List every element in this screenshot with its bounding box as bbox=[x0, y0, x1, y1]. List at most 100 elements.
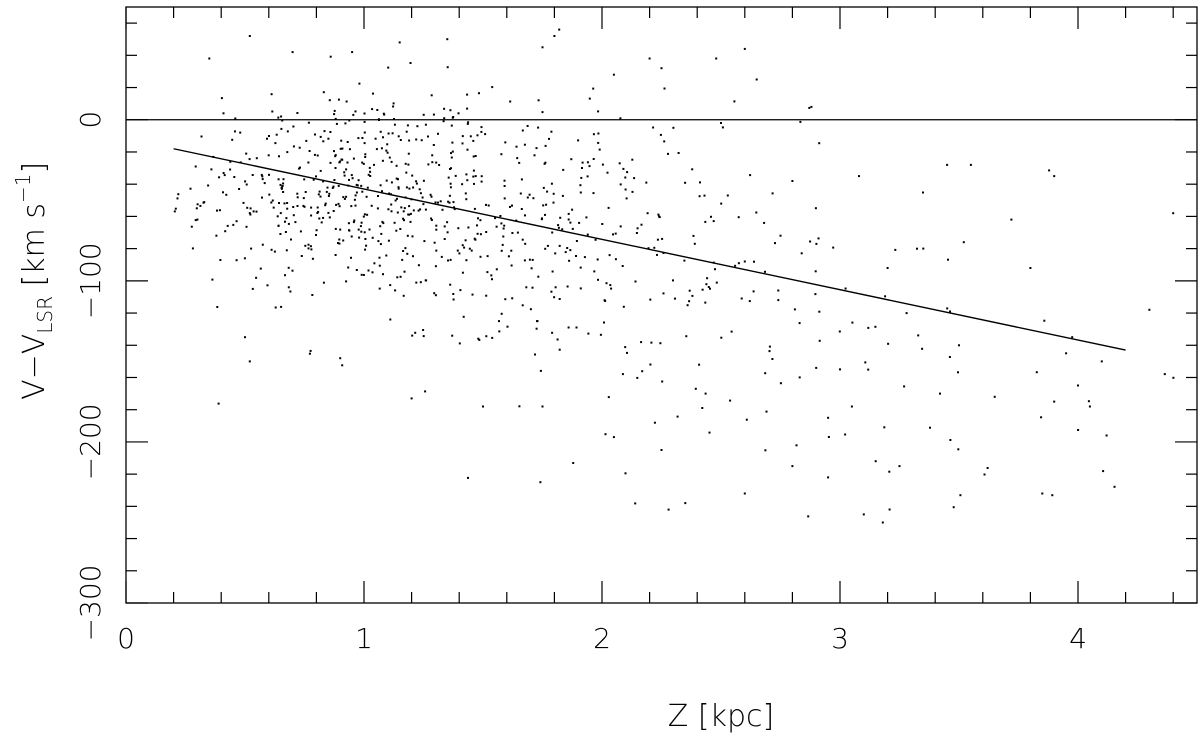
data-point bbox=[208, 57, 211, 60]
data-point bbox=[464, 192, 467, 195]
data-point bbox=[341, 158, 344, 161]
data-point bbox=[818, 310, 821, 313]
data-point bbox=[307, 161, 310, 164]
data-point bbox=[745, 418, 748, 421]
data-point bbox=[311, 257, 314, 260]
data-point bbox=[446, 38, 449, 41]
data-point bbox=[491, 278, 493, 281]
data-point bbox=[359, 225, 362, 228]
data-point bbox=[969, 163, 972, 166]
data-point bbox=[521, 238, 524, 241]
data-point bbox=[173, 210, 176, 213]
data-point bbox=[224, 230, 227, 233]
data-point bbox=[440, 255, 443, 258]
data-point bbox=[764, 270, 766, 273]
data-point bbox=[329, 55, 332, 58]
data-point bbox=[410, 397, 413, 400]
data-point bbox=[545, 203, 548, 206]
data-point bbox=[520, 178, 523, 181]
data-point bbox=[641, 370, 644, 373]
data-point bbox=[949, 310, 951, 313]
data-point bbox=[443, 238, 446, 240]
data-point bbox=[270, 201, 273, 204]
data-point bbox=[382, 222, 385, 225]
data-point bbox=[249, 207, 252, 210]
y-axis-title-close: ] bbox=[17, 162, 52, 174]
data-point bbox=[401, 258, 404, 261]
data-point bbox=[261, 175, 264, 178]
data-point bbox=[1077, 429, 1080, 431]
data-point bbox=[311, 294, 314, 296]
data-point bbox=[272, 206, 275, 209]
data-point bbox=[234, 130, 236, 133]
data-point bbox=[216, 306, 219, 308]
data-point bbox=[284, 274, 286, 277]
data-point bbox=[279, 183, 282, 186]
data-point bbox=[449, 283, 452, 286]
data-point bbox=[888, 508, 891, 511]
data-point bbox=[222, 191, 224, 194]
data-point bbox=[503, 224, 506, 227]
data-point bbox=[357, 137, 360, 140]
data-point bbox=[650, 341, 653, 344]
data-point bbox=[474, 175, 477, 178]
data-point bbox=[509, 100, 512, 103]
data-point bbox=[238, 188, 241, 190]
data-point bbox=[480, 180, 483, 183]
data-point bbox=[546, 244, 549, 247]
data-point bbox=[703, 194, 706, 197]
data-point bbox=[501, 243, 504, 246]
data-point bbox=[958, 344, 960, 347]
data-point bbox=[420, 139, 423, 142]
data-point bbox=[255, 157, 258, 160]
data-point bbox=[515, 145, 518, 148]
data-point bbox=[581, 161, 584, 164]
data-point bbox=[516, 157, 519, 160]
data-point bbox=[755, 78, 758, 81]
data-point bbox=[338, 205, 341, 208]
data-point bbox=[328, 99, 331, 102]
data-point bbox=[478, 92, 480, 95]
data-point bbox=[524, 214, 526, 217]
data-point bbox=[607, 396, 610, 399]
data-point bbox=[388, 192, 391, 195]
data-point bbox=[598, 148, 601, 151]
data-point bbox=[449, 168, 451, 170]
data-point bbox=[771, 192, 774, 195]
data-point bbox=[916, 247, 918, 250]
data-point bbox=[597, 110, 600, 113]
data-point bbox=[715, 281, 718, 284]
data-point bbox=[443, 117, 446, 120]
data-point bbox=[291, 269, 294, 272]
data-point bbox=[405, 171, 408, 174]
data-point bbox=[199, 204, 202, 207]
data-point bbox=[390, 203, 393, 206]
data-point bbox=[334, 117, 337, 120]
data-point bbox=[310, 206, 313, 209]
y-tick-label: 0 bbox=[74, 111, 107, 129]
data-point bbox=[528, 193, 531, 196]
data-point bbox=[451, 116, 454, 119]
data-point bbox=[432, 113, 435, 116]
data-point bbox=[361, 190, 364, 193]
data-point bbox=[277, 116, 280, 119]
data-point bbox=[443, 225, 446, 228]
data-point bbox=[579, 266, 582, 269]
data-point bbox=[737, 262, 740, 265]
data-point bbox=[535, 327, 538, 330]
data-point bbox=[406, 124, 409, 127]
data-point bbox=[1088, 405, 1091, 408]
data-point bbox=[594, 238, 597, 241]
data-point bbox=[674, 297, 676, 300]
data-point bbox=[299, 230, 302, 233]
data-point bbox=[466, 179, 469, 182]
data-point bbox=[550, 130, 553, 133]
data-point bbox=[363, 131, 366, 134]
data-point bbox=[721, 126, 724, 129]
data-point bbox=[287, 266, 290, 269]
data-point bbox=[325, 190, 328, 193]
data-point bbox=[592, 133, 595, 136]
data-point bbox=[748, 300, 751, 303]
data-point bbox=[818, 142, 821, 145]
data-point bbox=[922, 247, 925, 250]
